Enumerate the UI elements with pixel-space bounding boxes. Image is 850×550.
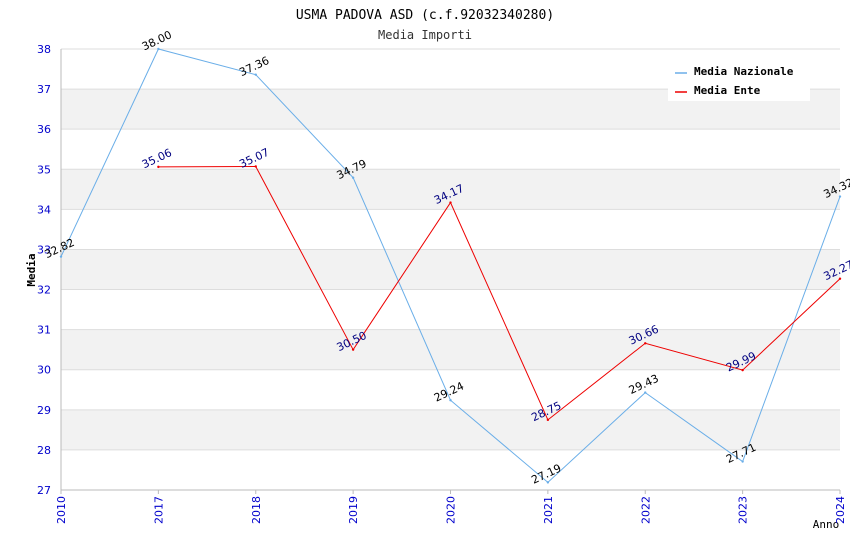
data-point-media-ente bbox=[741, 368, 744, 372]
y-axis-label: Media bbox=[25, 253, 38, 286]
x-tick-label: 2024 bbox=[834, 496, 847, 524]
chart-subtitle: Media Importi bbox=[378, 28, 472, 42]
data-label-media-ente: 35.06 bbox=[140, 146, 174, 171]
legend: Media Nazionale Media Ente bbox=[668, 60, 810, 101]
data-point-media-ente bbox=[254, 165, 257, 168]
legend-label-media-nazionale: Media Nazionale bbox=[694, 65, 794, 78]
y-tick-label: 33 bbox=[37, 243, 51, 256]
y-tick-label: 28 bbox=[37, 444, 51, 457]
y-tick-label: 36 bbox=[37, 123, 51, 136]
legend-label-media-ente: Media Ente bbox=[694, 84, 761, 97]
y-tick-label: 27 bbox=[37, 484, 51, 497]
plot-band bbox=[61, 409, 840, 450]
y-tick-label: 29 bbox=[37, 404, 51, 417]
x-tick-label: 2022 bbox=[639, 496, 652, 524]
plot-band bbox=[61, 249, 840, 290]
y-tick-label: 35 bbox=[37, 163, 51, 176]
data-point-media-nazionale bbox=[644, 391, 647, 394]
y-tick-label: 34 bbox=[37, 203, 51, 216]
y-tick-label: 37 bbox=[37, 83, 51, 96]
chart-title: USMA PADOVA ASD (c.f.92032340280) bbox=[296, 8, 554, 23]
data-point-media-ente bbox=[546, 418, 550, 422]
data-label-media-ente: 35.07 bbox=[237, 146, 271, 171]
y-tick-label: 30 bbox=[37, 364, 51, 377]
data-point-media-ente bbox=[449, 201, 452, 204]
legend-box bbox=[668, 60, 810, 101]
x-tick-label: 2021 bbox=[542, 496, 555, 524]
x-axis-label: Anno bbox=[813, 518, 840, 531]
data-label-media-nazionale: 38.00 bbox=[140, 28, 174, 53]
data-point-media-nazionale bbox=[157, 47, 160, 51]
data-point-media-ente bbox=[351, 348, 355, 351]
series-line-media-ente bbox=[158, 165, 841, 421]
x-tick-label: 2017 bbox=[152, 496, 165, 524]
data-label-media-nazionale: 37.36 bbox=[237, 54, 271, 79]
data-point-media-nazionale bbox=[546, 481, 550, 484]
y-tick-label: 31 bbox=[37, 324, 51, 337]
y-tick-label: 38 bbox=[37, 43, 51, 56]
data-label-media-nazionale: 29.43 bbox=[627, 372, 661, 397]
x-tick-label: 2010 bbox=[55, 496, 68, 524]
x-tick-label: 2018 bbox=[250, 496, 263, 524]
data-point-media-nazionale bbox=[59, 255, 63, 258]
data-point-media-nazionale bbox=[838, 195, 842, 198]
y-tick-labels: 27 28 29 30 31 32 33 34 35 36 37 38 bbox=[37, 43, 51, 497]
x-tick-labels: 2010 2017 2018 2019 2020 2021 2022 2023 2024 bbox=[55, 496, 847, 524]
data-point-media-nazionale bbox=[741, 460, 744, 463]
x-tick-label: 2019 bbox=[347, 496, 360, 524]
plot-band bbox=[61, 329, 840, 370]
data-label-media-nazionale: 27.19 bbox=[529, 462, 563, 487]
data-point-media-nazionale bbox=[449, 398, 452, 402]
data-label-media-nazionale: 29.24 bbox=[432, 379, 466, 404]
gridlines bbox=[60, 48, 841, 494]
data-point-media-ente bbox=[644, 342, 647, 345]
data-point-media-ente bbox=[838, 277, 842, 280]
series-lines bbox=[59, 47, 842, 484]
data-point-media-ente bbox=[157, 165, 160, 169]
y-tick-label: 32 bbox=[37, 284, 51, 297]
data-point-media-nazionale bbox=[351, 176, 355, 179]
plot-bands bbox=[61, 89, 840, 450]
x-tick-label: 2020 bbox=[445, 496, 458, 524]
x-tick-label: 2023 bbox=[737, 496, 750, 524]
data-point-media-nazionale bbox=[254, 73, 257, 76]
